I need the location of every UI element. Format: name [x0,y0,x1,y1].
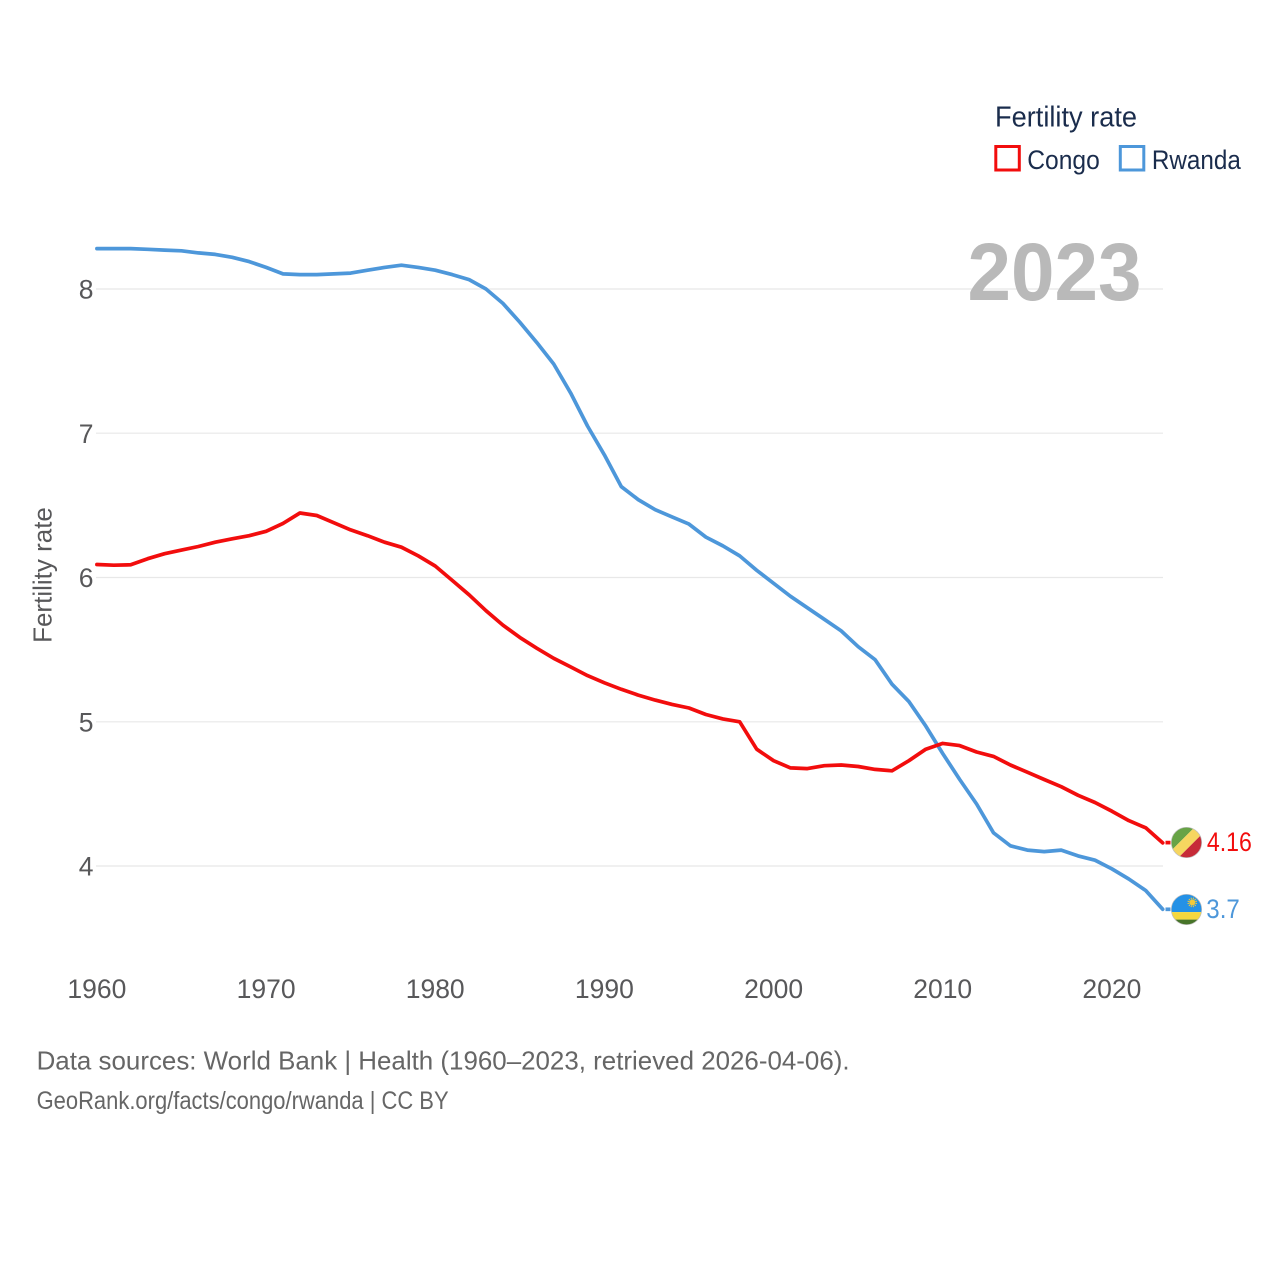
svg-text:1980: 1980 [406,974,465,1004]
svg-text:Data sources: World Bank | Hea: Data sources: World Bank | Health (1960–… [37,1046,850,1076]
svg-text:7: 7 [79,419,94,449]
svg-text:2023: 2023 [968,227,1142,318]
svg-text:Rwanda: Rwanda [1152,145,1242,175]
svg-text:GeoRank.org/facts/congo/rwanda: GeoRank.org/facts/congo/rwanda | CC BY [37,1087,449,1115]
svg-text:3.7: 3.7 [1206,894,1240,924]
svg-text:2010: 2010 [913,974,972,1004]
svg-text:1970: 1970 [237,974,296,1004]
svg-text:Congo: Congo [1027,145,1100,175]
svg-text:Fertility rate: Fertility rate [28,507,58,643]
svg-text:4: 4 [79,852,94,882]
svg-text:1960: 1960 [67,974,126,1004]
svg-text:4.16: 4.16 [1207,827,1252,857]
svg-text:2000: 2000 [744,974,803,1004]
svg-text:8: 8 [79,275,94,305]
svg-text:5: 5 [79,707,94,737]
svg-text:1990: 1990 [575,974,634,1004]
svg-text:Fertility rate: Fertility rate [995,101,1137,133]
svg-text:2020: 2020 [1082,974,1141,1004]
svg-text:6: 6 [79,563,94,593]
